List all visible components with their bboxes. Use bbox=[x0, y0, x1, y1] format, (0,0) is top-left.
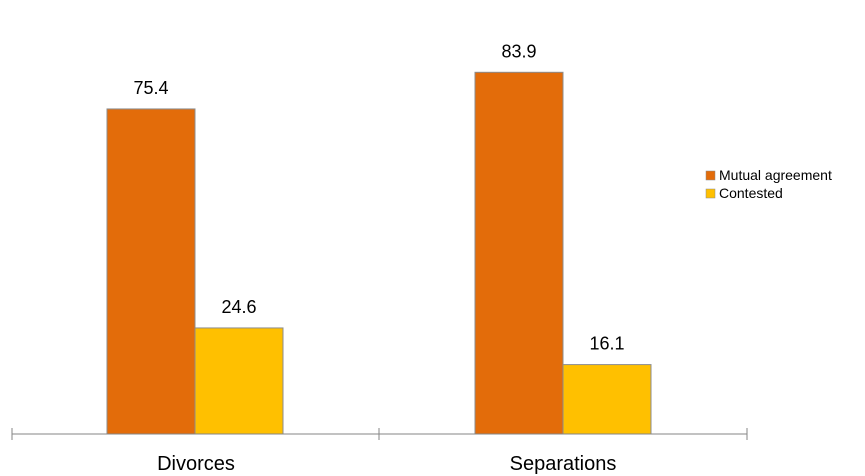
category-labels-group: Divorces Separations bbox=[157, 453, 616, 475]
legend-swatch bbox=[705, 188, 716, 199]
bar-contested-separations bbox=[562, 364, 652, 435]
data-label: 75.4 bbox=[133, 78, 168, 98]
x-axis bbox=[11, 428, 748, 440]
data-label: 83.9 bbox=[501, 41, 536, 61]
category-label: Divorces bbox=[157, 453, 235, 475]
legend-label: Mutual agreement bbox=[719, 167, 832, 183]
data-labels-group: 75.4 24.6 83.9 16.1 bbox=[133, 41, 624, 353]
data-label: 24.6 bbox=[221, 297, 256, 317]
legend: Mutual agreement Contested bbox=[705, 167, 832, 201]
data-label: 16.1 bbox=[589, 334, 624, 354]
legend-swatch bbox=[705, 170, 716, 181]
bar-mutual-agreement-separations bbox=[474, 71, 564, 435]
legend-label: Contested bbox=[719, 185, 783, 201]
bars-group bbox=[106, 71, 652, 435]
bar-mutual-agreement-divorces bbox=[106, 108, 196, 435]
category-label: Separations bbox=[510, 453, 617, 475]
bar-contested-divorces bbox=[194, 327, 284, 435]
